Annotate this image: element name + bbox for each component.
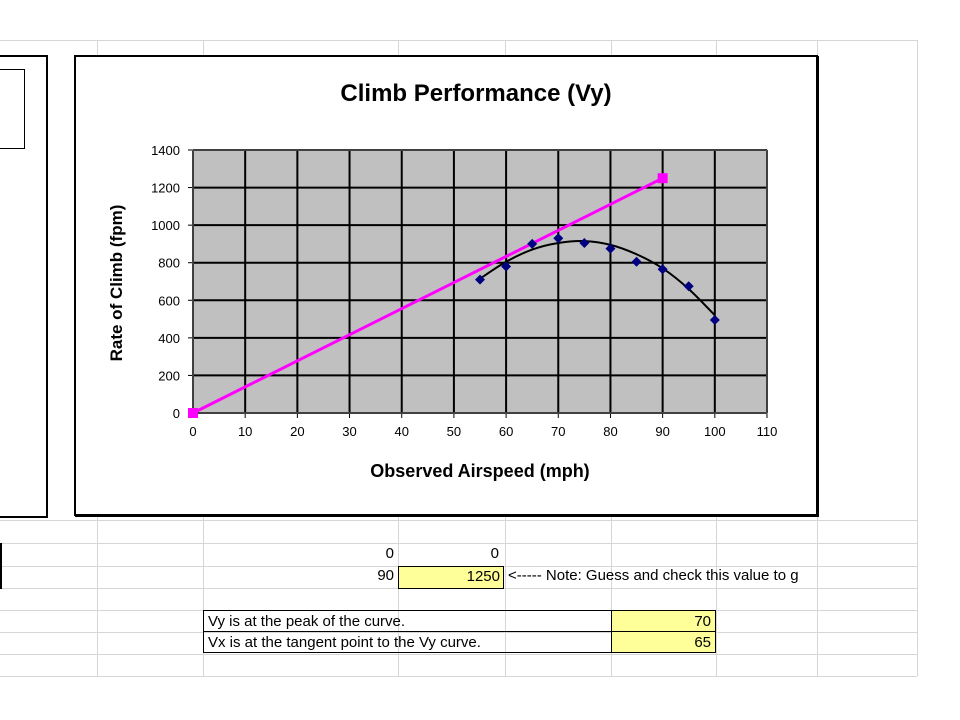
data-point [475, 274, 485, 285]
x-tick-label: 100 [704, 424, 726, 439]
table-row: Vx is at the tangent point to the Vy cur… [203, 631, 716, 653]
vx-value[interactable]: 65 [611, 631, 716, 653]
x-tick-label: 60 [499, 424, 513, 439]
y-tick-label: 800 [158, 256, 180, 271]
vy-label[interactable]: Vy is at the peak of the curve. [203, 610, 612, 632]
plot-border [192, 149, 768, 414]
y-tick-label: 0 [173, 406, 180, 421]
guess-value-cell[interactable]: 1250 [398, 566, 504, 589]
cell-x1[interactable]: 90 [377, 567, 394, 584]
data-point [527, 238, 538, 249]
tangent-marker [657, 173, 668, 184]
climb-performance-chart: Climb Performance (Vy) 0 10 20 30 40 50 60 70 80… [107, 80, 777, 481]
data-point [631, 256, 642, 267]
x-tick-label: 0 [189, 424, 196, 439]
guess-note: <----- Note: Guess and check this value … [508, 567, 799, 584]
cell-x0[interactable]: 0 [385, 545, 394, 562]
y-tick-label: 600 [158, 293, 180, 308]
y-tick-label: 1200 [151, 181, 180, 196]
partial-chart-legend [0, 69, 25, 149]
chart-object[interactable]: Climb Performance (Vy) 0 10 20 30 40 50 60 70 80… [74, 55, 818, 516]
sheet-gridline [0, 40, 917, 41]
x-axis-label: Observed Airspeed (mph) [370, 461, 589, 481]
x-tick-label: 70 [551, 424, 565, 439]
x-tick-label: 90 [655, 424, 669, 439]
x-tick-label: 80 [603, 424, 617, 439]
sheet-gridline [0, 654, 917, 655]
sheet-gridline [0, 676, 917, 677]
trendline [479, 240, 716, 317]
sheet-gridline [917, 40, 918, 676]
data-point [683, 281, 694, 292]
x-tick-label: 10 [238, 424, 252, 439]
partial-chart-object[interactable] [0, 55, 48, 518]
plot-area: 0 10 20 30 40 50 60 70 80 90 100 110 0 200 400 600 800 10… [151, 143, 777, 439]
vy-value[interactable]: 70 [611, 610, 716, 632]
data-point [657, 264, 668, 275]
guess-value: 1250 [466, 568, 500, 585]
tangent-marker [188, 408, 198, 418]
x-tick-label: 50 [447, 424, 461, 439]
x-tick-label: 40 [394, 424, 408, 439]
x-tick-label: 30 [342, 424, 356, 439]
cell-border-mark [0, 543, 2, 589]
y-tick-label: 1400 [151, 143, 180, 158]
data-point [579, 237, 590, 248]
data-point [553, 233, 564, 244]
y-axis-label: Rate of Climb (fpm) [107, 205, 126, 362]
y-tick-label: 1000 [151, 218, 180, 233]
sheet-gridline [0, 543, 917, 544]
data-point [605, 243, 616, 254]
vx-label[interactable]: Vx is at the tangent point to the Vy cur… [203, 631, 612, 653]
results-table: Vy is at the peak of the curve. 70 Vx is… [203, 610, 716, 653]
x-tick-label: 110 [757, 424, 778, 439]
data-point [709, 315, 720, 326]
tangent-line [192, 176, 664, 415]
y-tick-label: 200 [158, 368, 180, 383]
table-row: Vy is at the peak of the curve. 70 [203, 610, 716, 632]
cell-y0[interactable]: 0 [490, 545, 499, 562]
chart-title: Climb Performance (Vy) [340, 80, 611, 107]
y-tick-label: 400 [158, 331, 180, 346]
sheet-gridline [0, 520, 917, 521]
data-point [501, 261, 512, 272]
x-tick-label: 20 [290, 424, 304, 439]
